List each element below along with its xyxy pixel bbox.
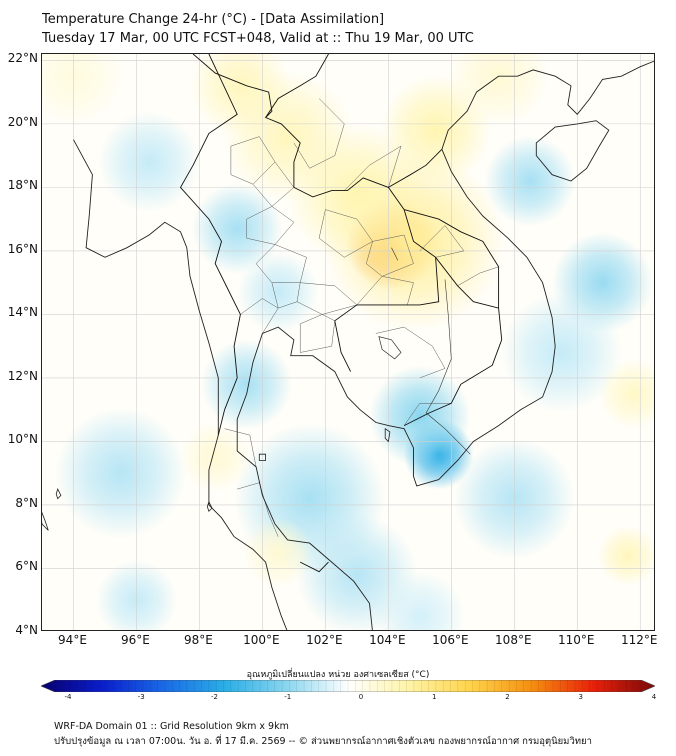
province-boundary (375, 326, 446, 379)
colorbar-tick-label: -1 (284, 693, 292, 701)
cool-anomaly (201, 338, 293, 430)
footer-credit: ปรับปรุงข้อมูล ณ เวลา 07:00น. วัน อ. ที่… (54, 736, 592, 747)
cool-anomaly (374, 570, 466, 630)
cool-anomaly (484, 135, 576, 227)
province-boundary (296, 282, 358, 315)
country-border (192, 54, 440, 372)
temperature-change-map (42, 54, 654, 630)
province-boundary (318, 209, 373, 258)
province-boundary (252, 161, 295, 207)
river (391, 247, 399, 261)
province-boundary (224, 428, 257, 467)
lat-label: 6°N (15, 559, 38, 574)
province-boundary (255, 244, 307, 283)
lat-label: 12°N (7, 368, 38, 383)
warm-anomaly (42, 54, 124, 127)
colorbar-gradient (41, 680, 655, 692)
lat-label: 20°N (7, 114, 38, 129)
island (384, 427, 391, 443)
colorbar-tick-label: 0 (358, 693, 364, 701)
cool-anomaly (98, 111, 200, 213)
colorbar-tick-label: -4 (64, 693, 72, 701)
lon-label: 108°E (495, 633, 532, 647)
chart-subtitle: Tuesday 17 Mar, 00 UTC FCST+048, Valid a… (42, 31, 474, 46)
coastline (535, 120, 610, 182)
lat-label: 16°N (7, 241, 38, 256)
country-border (403, 209, 500, 309)
province-boundary (293, 98, 345, 169)
lon-label: 100°E (243, 633, 280, 647)
chart-title: Temperature Change 24-hr (°C) - [Data As… (42, 12, 385, 27)
colorbar-title: อุณหภูมิเปลี่ยนแปลง หน่วย องศาเซลเซียส (… (246, 670, 430, 680)
lon-label: 110°E (558, 633, 595, 647)
province-boundary (403, 403, 452, 426)
lat-label: 14°N (7, 305, 38, 320)
lon-label: 98°E (183, 633, 213, 647)
country-border (403, 257, 503, 427)
cool-anomaly (55, 407, 187, 539)
lat-label: 10°N (7, 432, 38, 447)
province-boundary (344, 145, 402, 191)
lat-label: 18°N (7, 178, 38, 193)
province-boundary (299, 314, 336, 353)
island (42, 511, 49, 531)
colorbar-tick-label: 2 (505, 693, 510, 701)
province-boundary (230, 136, 276, 185)
cool-anomaly (237, 251, 319, 333)
warm-anomaly (179, 422, 251, 493)
lon-label: 112°E (621, 633, 658, 647)
lon-label: 96°E (121, 633, 150, 647)
lon-label: 104°E (369, 633, 406, 647)
lon-label: 102°E (306, 633, 343, 647)
island (258, 453, 266, 461)
colorbar-tick-label: 3 (578, 693, 583, 701)
island (206, 500, 213, 513)
province-boundary (366, 234, 414, 277)
colorbar-tick-label: -2 (211, 693, 218, 701)
province-boundary (457, 266, 499, 287)
province-boundary (240, 298, 279, 334)
country-border (179, 54, 241, 436)
lon-label: 106°E (432, 633, 469, 647)
warm-anomaly (597, 525, 654, 586)
warm-anomaly (448, 54, 549, 127)
province-boundary (356, 276, 414, 306)
cool-anomaly (501, 292, 622, 413)
province-boundary (419, 225, 465, 258)
country-border (265, 54, 329, 118)
island (55, 488, 62, 500)
lat-label: 22°N (7, 51, 38, 66)
colorbar (41, 680, 655, 692)
coastline (73, 139, 288, 630)
tonle-sap-lake (378, 336, 402, 360)
map-panel[interactable] (41, 53, 655, 631)
province-boundary (246, 206, 295, 245)
cool-anomaly (191, 183, 283, 275)
river (425, 279, 471, 455)
colorbar-tick-label: -3 (137, 693, 145, 701)
footer-model-info: WRF-DA Domain 01 :: Grid Resolution 9km … (54, 721, 289, 732)
colorbar-tick-label: 4 (651, 693, 657, 701)
country-border (299, 561, 329, 573)
warm-anomaly (242, 517, 314, 588)
lat-label: 8°N (15, 495, 38, 510)
lat-label: 4°N (15, 623, 38, 637)
lon-label: 94°E (58, 633, 87, 647)
country-border (388, 148, 443, 188)
warm-anomaly (190, 54, 291, 137)
coastline (236, 60, 654, 630)
cool-anomaly (369, 365, 471, 467)
colorbar-tick-label: 1 (432, 693, 437, 701)
